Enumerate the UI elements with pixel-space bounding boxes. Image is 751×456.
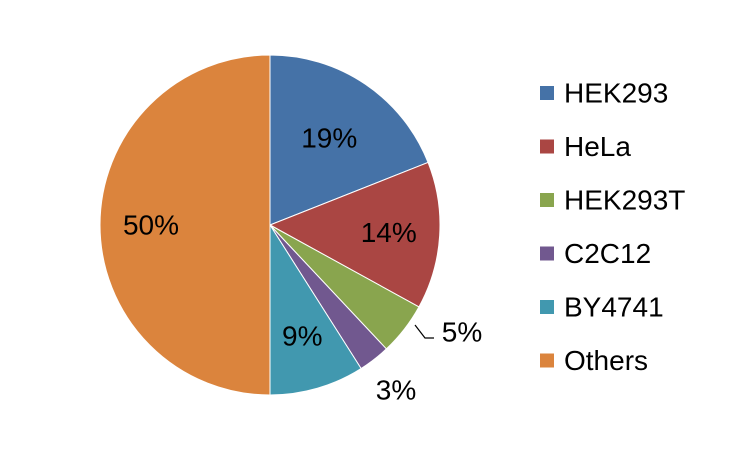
legend-item-c2c12: C2C12 [540, 238, 651, 269]
legend-swatch-by4741 [540, 300, 554, 314]
legend-swatch-hek293t [540, 193, 554, 207]
data-label-c2c12: 3% [376, 375, 416, 406]
legend-swatch-hela [540, 139, 554, 154]
legend-swatch-others [540, 353, 554, 368]
legend-swatch-hek293 [540, 86, 554, 100]
legend-label-hek293: HEK293 [564, 78, 668, 109]
legend-swatch-c2c12 [540, 246, 554, 261]
pie-slice-hek293 [269, 54, 429, 226]
data-label-hek293t: 5% [442, 317, 482, 348]
legend-item-others: Others [540, 345, 648, 376]
pie-slices [99, 54, 441, 396]
legend-item-hek293: HEK293 [540, 78, 668, 109]
leader-line-hek293t [414, 324, 434, 339]
legend-item-by4741: BY4741 [540, 292, 664, 323]
data-label-hek293: 19% [301, 122, 357, 153]
pie-slice-hela [268, 161, 441, 308]
legend-label-hela: HeLa [564, 131, 631, 162]
pie-slice-by4741 [269, 223, 362, 396]
legend-label-by4741: BY4741 [564, 292, 664, 323]
pie-slice-others [99, 54, 271, 396]
legend-label-hek293t: HEK293T [564, 185, 685, 216]
legend: HEK293 HeLa HEK293T C2C12 BY4741 Others [540, 78, 685, 376]
legend-label-c2c12: C2C12 [564, 238, 651, 269]
data-label-others: 50% [123, 210, 179, 241]
legend-label-others: Others [564, 345, 648, 376]
legend-item-hek293t: HEK293T [540, 185, 685, 216]
legend-item-hela: HeLa [540, 131, 631, 162]
data-label-hela: 14% [361, 217, 417, 248]
pie-data-labels: 19% 14% 5% 3% 9% 50% [123, 122, 482, 405]
data-label-by4741: 9% [282, 321, 322, 352]
